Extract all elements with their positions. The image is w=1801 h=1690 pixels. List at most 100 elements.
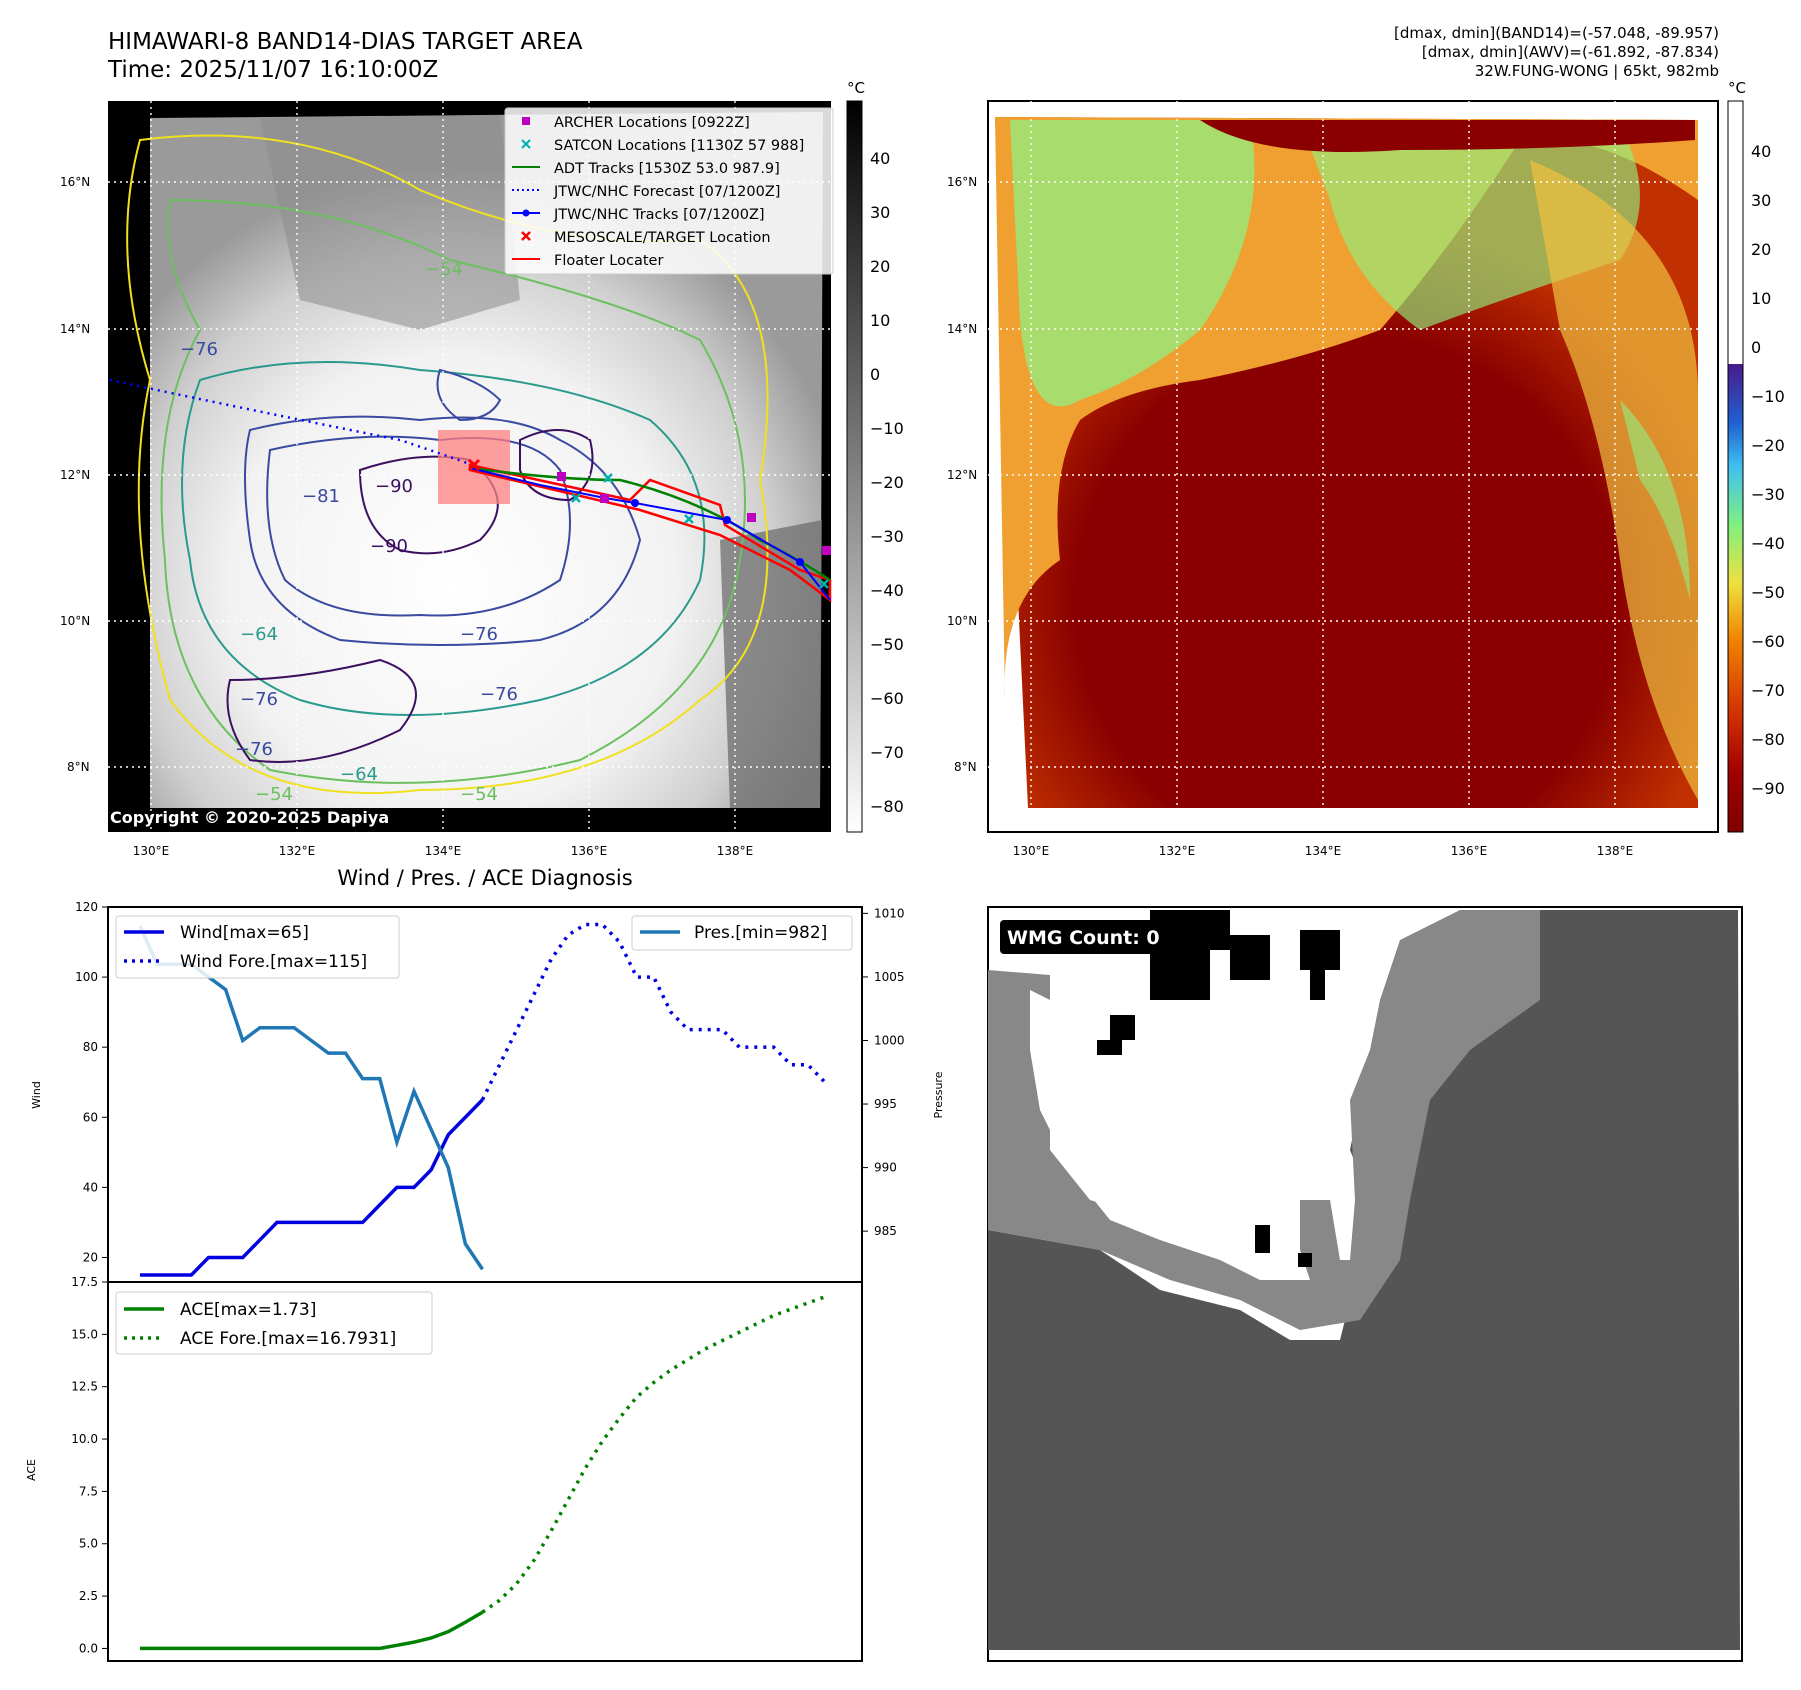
wmg-count-label: WMG Count: 0 [1007, 927, 1160, 949]
wind-legend-box [115, 915, 400, 979]
contour-label: −64 [340, 764, 378, 785]
awv-gridlines [988, 101, 1718, 832]
wind-pressure-chart: Wind / Pres. / ACE Diagnosis Wind Pressu… [30, 866, 945, 1283]
wind-tick-label: 120 [75, 900, 98, 914]
stats-block: [dmax, dmin](BAND14)=(-57.048, -89.957) … [1394, 24, 1719, 81]
contour-line [436, 368, 502, 422]
ace-tick-label: 17.5 [71, 1275, 98, 1289]
series-line-wind [140, 1098, 484, 1277]
series-line-ace-fore- [481, 1295, 826, 1614]
wmg-light-region [1030, 990, 1340, 1280]
ace-tick-label: 5.0 [79, 1537, 98, 1551]
contour-line [126, 134, 769, 795]
lon-label: 136°E [1451, 844, 1488, 858]
wind-y-ticks: 20 40 60 80 100 120 [75, 900, 108, 1264]
contour-label: −54 [425, 259, 463, 280]
colorbar-tick: −50 [1751, 583, 1785, 602]
colorbar-tick: −40 [1751, 534, 1785, 553]
jtwc-forecast-track [109, 378, 481, 470]
mesoscale-target-marker [467, 458, 481, 472]
colorbar-tick: 20 [870, 257, 890, 276]
wmg-black-cells [1097, 910, 1340, 1267]
wind-tick-label: 100 [75, 970, 98, 984]
ace-legend-box [115, 1291, 433, 1355]
colorbar-tick: 10 [870, 311, 890, 330]
awv-lon-labels: 130°E 132°E 134°E 136°E 138°E [1013, 844, 1634, 858]
colorbar-tick: 0 [870, 365, 880, 384]
pressure-y-label: Pressure [932, 1071, 945, 1118]
ace-chart: ACE 0.0 2.5 5.0 7.5 10.0 12.5 15.0 17.5 ACE[max… [25, 1275, 863, 1662]
ir-colorbar: °C 40 30 20 10 0 −10 −20 −30 −40 −50 −60… [846, 79, 904, 833]
ir-clear-zone [260, 115, 520, 330]
legend-label: ARCHER Locations [0922Z] [554, 115, 750, 131]
wind-y-label: Wind [30, 1081, 43, 1109]
wind-tick-label: 20 [83, 1250, 98, 1264]
lon-label: 136°E [571, 844, 608, 858]
legend-label: MESOSCALE/TARGET Location [554, 230, 771, 246]
wmg-count-badge [1000, 920, 1180, 954]
ir-colorbar-gradient [846, 100, 863, 833]
contour-label: −54 [460, 784, 498, 805]
lat-label: 12°N [947, 468, 977, 482]
lat-label: 14°N [947, 322, 977, 336]
figure-title-block: HIMAWARI-8 BAND14-DIAS TARGET AREA Time: … [108, 28, 582, 84]
awv-moist-core [1620, 400, 1690, 600]
contour-label: −90 [375, 476, 413, 497]
ace-tick-label: 2.5 [79, 1589, 98, 1603]
legend-marker-track-dot [522, 209, 530, 217]
legend-marker-archer [522, 117, 530, 125]
colorbar-tick: 40 [1751, 142, 1771, 161]
colorbar-tick: −90 [1751, 779, 1785, 798]
lon-label: 134°E [1305, 844, 1342, 858]
contour-line [244, 415, 642, 646]
awv-moist-band [1530, 160, 1699, 800]
lat-label: 8°N [954, 760, 977, 774]
legend-label: Pres.[min=982] [694, 923, 827, 943]
awv-colorbar: °C 40 30 20 10 0 −10 −20 −30 −40 −50 −60… [1727, 79, 1785, 833]
colorbar-tick: 0 [1751, 338, 1761, 357]
lat-label: 8°N [67, 760, 90, 774]
pressure-tick-label: 995 [874, 1097, 897, 1111]
pressure-tick-label: 1010 [874, 906, 905, 920]
contour-line [226, 658, 417, 763]
colorbar-tick: 20 [1751, 240, 1771, 259]
awv-moist-core [1010, 120, 1255, 407]
copyright-text: Copyright © 2020-2025 Dapiya [110, 808, 390, 827]
legend-label: Floater Locater [554, 253, 663, 269]
wmg-panel: WMG Count: 0 [987, 906, 1743, 1662]
awv-dry-pocket [1200, 120, 1695, 152]
lon-label: 138°E [1597, 844, 1634, 858]
pressure-legend-box [631, 915, 853, 951]
lon-label: 132°E [279, 844, 316, 858]
legend-marker-mesoscale [521, 231, 531, 241]
contour-label: −76 [235, 739, 273, 760]
colorbar-tick: −30 [1751, 485, 1785, 504]
colorbar-tick: −50 [870, 635, 904, 654]
legend-label: JTWC/NHC Forecast [07/1200Z] [553, 184, 780, 200]
lat-label: 16°N [947, 175, 977, 189]
ace-y-label: ACE [25, 1459, 38, 1481]
awv-range: [dmax, dmin](AWV)=(-61.892, -87.834) [1421, 43, 1719, 61]
legend-label: Wind Fore.[max=115] [180, 952, 367, 972]
colorbar-tick: −70 [870, 743, 904, 762]
ace-tick-label: 12.5 [71, 1380, 98, 1394]
lon-label: 134°E [425, 844, 462, 858]
colorbar-tick: −80 [1751, 730, 1785, 749]
wind-tick-label: 40 [83, 1180, 98, 1194]
lat-label: 14°N [60, 322, 90, 336]
colorbar-tick: 30 [870, 203, 890, 222]
colorbar-tick: −60 [870, 689, 904, 708]
contour-line [358, 455, 499, 555]
archer-points [557, 472, 831, 555]
contour-line [160, 198, 746, 784]
colorbar-tick: 40 [870, 149, 890, 168]
jtwc-track-points [631, 499, 804, 566]
legend-label: ACE[max=1.73] [180, 1300, 316, 1320]
figure-title: HIMAWARI-8 BAND14-DIAS TARGET AREA [108, 29, 583, 55]
contour-label: −81 [302, 486, 340, 507]
awv-colorbar-unit: °C [1728, 79, 1746, 97]
legend-marker-satcon [521, 139, 531, 149]
colorbar-tick: −60 [1751, 632, 1785, 651]
colorbar-tick: −70 [1751, 681, 1785, 700]
lat-label: 12°N [60, 468, 90, 482]
